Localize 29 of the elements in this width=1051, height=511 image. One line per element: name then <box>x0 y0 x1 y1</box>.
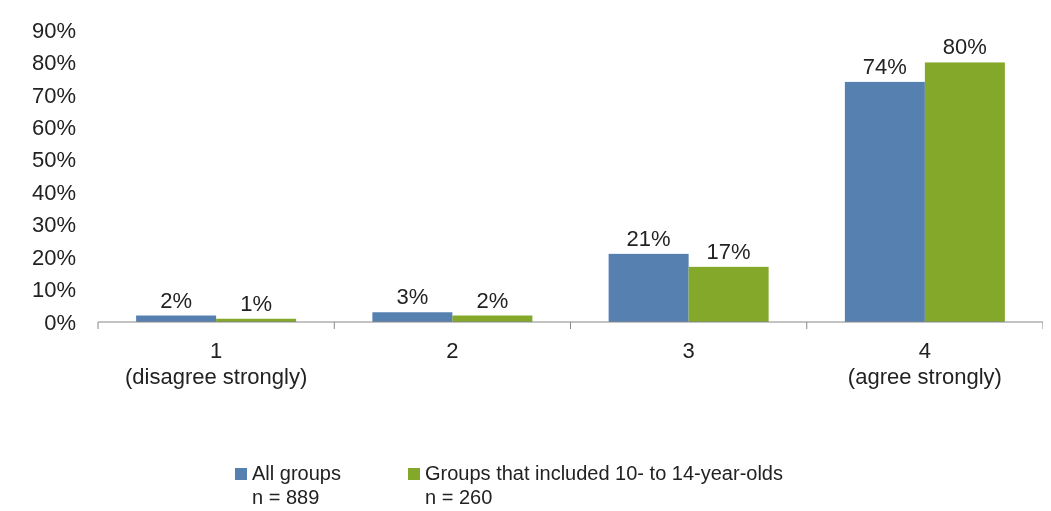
legend-label: All groups n = 889 <box>252 462 341 508</box>
bar <box>688 266 769 322</box>
x-tick-label: 1 (disagree strongly) <box>125 338 308 390</box>
data-label: 74% <box>862 53 907 79</box>
data-label: 21% <box>626 225 671 251</box>
bar <box>924 62 1005 322</box>
y-tick-label: 80% <box>31 50 76 76</box>
legend-label: Groups that included 10- to 14-year-olds n = 260 <box>425 462 783 508</box>
bar <box>844 81 925 322</box>
bar <box>372 312 453 322</box>
data-label: 2% <box>160 287 193 313</box>
y-tick-label: 70% <box>31 82 76 108</box>
y-tick-label: 10% <box>31 277 76 303</box>
bar <box>608 253 689 322</box>
y-tick-label: 0% <box>44 309 76 335</box>
data-label: 80% <box>942 34 987 60</box>
data-label: 1% <box>240 290 273 316</box>
y-tick-label: 20% <box>31 244 76 270</box>
data-label: 17% <box>706 238 751 264</box>
x-tick-label: 4 (agree strongly) <box>847 338 1002 390</box>
y-tick-label: 90% <box>31 17 76 43</box>
data-label: 2% <box>476 287 509 313</box>
y-tick-label: 30% <box>31 212 76 238</box>
data-label: 3% <box>396 284 429 310</box>
x-tick-label: 3 <box>682 338 695 363</box>
y-tick-label: 50% <box>31 147 76 173</box>
y-tick-label: 60% <box>31 115 76 141</box>
y-tick-label: 40% <box>31 179 76 205</box>
x-tick-label: 2 <box>446 338 459 363</box>
